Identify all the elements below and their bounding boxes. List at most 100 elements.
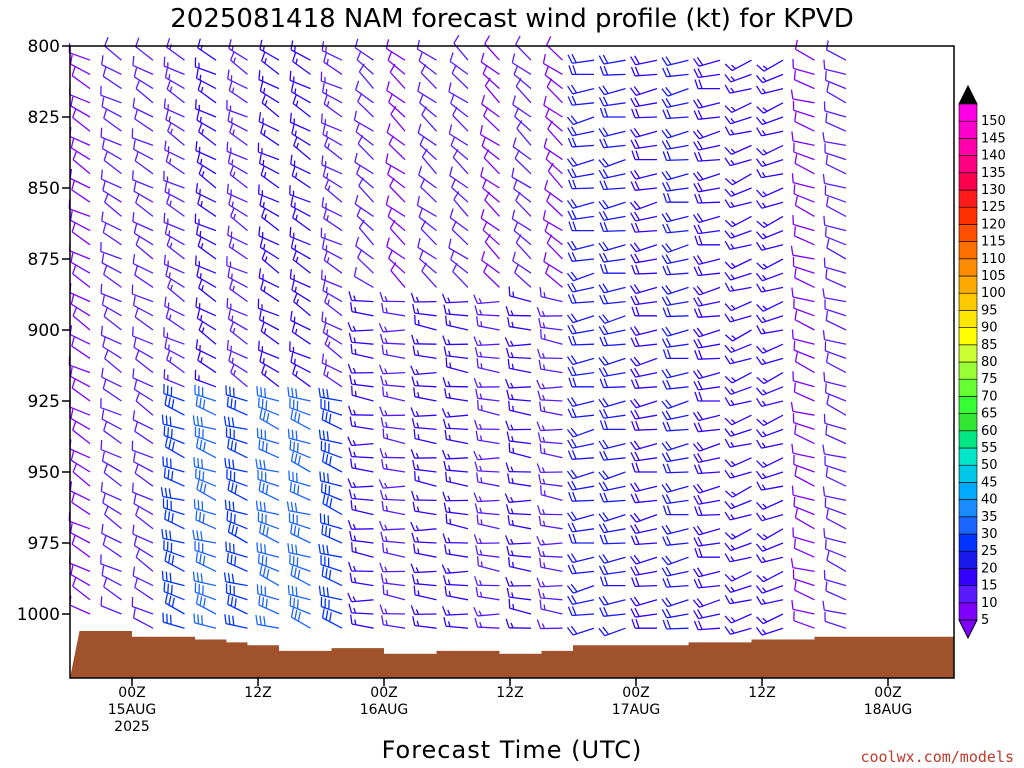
wind-barb (321, 566, 343, 587)
wind-barb (567, 564, 595, 575)
wind-barb (417, 81, 437, 104)
wind-barb (261, 207, 280, 232)
wind-barb (414, 470, 437, 487)
barb-shaft (290, 574, 311, 587)
barb-half-feather (296, 298, 300, 305)
barb-feather (72, 108, 77, 118)
barb-feather (570, 469, 578, 478)
wind-barb (692, 598, 721, 608)
barb-half-feather (200, 158, 203, 165)
barb-feather (696, 56, 704, 66)
barb-half-feather (541, 623, 546, 629)
barb-shaft (448, 91, 469, 104)
wind-barb (505, 306, 532, 317)
barb-feather (351, 385, 353, 396)
wind-barb (286, 501, 311, 516)
wind-barb (353, 266, 374, 288)
barb-feather (293, 597, 296, 608)
barb-half-feather (448, 320, 452, 327)
wind-barb (411, 418, 437, 431)
wind-barb (693, 308, 721, 318)
wind-barb (598, 169, 626, 180)
wind-barb (694, 506, 721, 517)
barb-feather (724, 553, 731, 563)
barb-feather (598, 565, 605, 575)
barb-half-feather (447, 411, 451, 418)
barb-feather (200, 416, 203, 427)
barb-feather (102, 181, 106, 191)
barb-half-feather (480, 363, 483, 369)
wind-barb (448, 82, 469, 104)
barb-shaft (257, 436, 280, 445)
barb-feather (571, 251, 577, 262)
barb-shaft (824, 578, 847, 587)
barb-feather (171, 441, 175, 451)
barb-shaft (290, 490, 311, 501)
barb-feather (755, 626, 763, 636)
barb-feather (697, 182, 703, 192)
barb-feather (567, 523, 573, 533)
wind-barb (132, 410, 154, 430)
wind-barb (134, 578, 154, 601)
wind-barb (225, 541, 248, 558)
barb-feather (693, 537, 699, 547)
barb-half-feather (762, 419, 768, 425)
barb-shaft (100, 292, 122, 303)
barb-feather (537, 588, 542, 599)
barb-feather (755, 512, 763, 522)
wind-barb (165, 110, 185, 132)
barb-shaft (133, 544, 154, 558)
wind-barb (568, 221, 594, 232)
wind-barb (132, 212, 154, 232)
wind-barb (291, 322, 311, 345)
barb-feather (791, 485, 794, 496)
barb-feather (228, 500, 231, 511)
barb-half-feather (730, 441, 735, 448)
barb-feather (380, 531, 384, 542)
barb-feather (102, 493, 106, 504)
wind-barb (567, 168, 595, 179)
wind-barb (227, 111, 248, 132)
barb-feather (791, 173, 794, 183)
wind-barb (693, 464, 721, 475)
barb-feather (168, 595, 172, 606)
barb-feather (289, 440, 292, 450)
barb-feather (824, 383, 827, 393)
barb-feather (662, 578, 668, 588)
wind-barb (724, 199, 752, 209)
barb-feather (323, 94, 328, 105)
barb-feather (570, 553, 578, 562)
wind-barb (194, 99, 217, 118)
wind-barb (566, 427, 595, 438)
barb-half-feather (168, 158, 172, 164)
wind-barb (756, 215, 784, 228)
barb-shaft (826, 49, 847, 61)
wind-barb (225, 427, 248, 445)
barb-shaft (794, 391, 815, 402)
barb-feather (692, 214, 700, 223)
wind-barb (197, 80, 217, 104)
barb-feather (631, 108, 636, 118)
barb-feather (630, 608, 636, 618)
barb-half-feather (417, 392, 420, 398)
barb-feather (724, 511, 731, 521)
barb-feather (322, 166, 327, 177)
barb-shaft (826, 205, 847, 217)
wind-barb (379, 562, 406, 573)
barb-shaft (71, 387, 91, 402)
barb-half-feather (511, 477, 514, 484)
wind-barb (630, 169, 658, 180)
wind-barb (661, 368, 689, 379)
wind-barb (163, 170, 185, 189)
barb-feather (450, 250, 455, 260)
barb-feather (329, 498, 333, 508)
barb-feather (822, 132, 825, 142)
wind-barb (444, 586, 469, 601)
barb-feather (192, 571, 196, 582)
barb-feather (825, 268, 828, 279)
barb-feather (289, 112, 292, 123)
barb-half-feather (385, 391, 389, 398)
wind-barb (261, 51, 280, 75)
barb-feather (603, 138, 609, 148)
barb-feather (413, 585, 416, 595)
